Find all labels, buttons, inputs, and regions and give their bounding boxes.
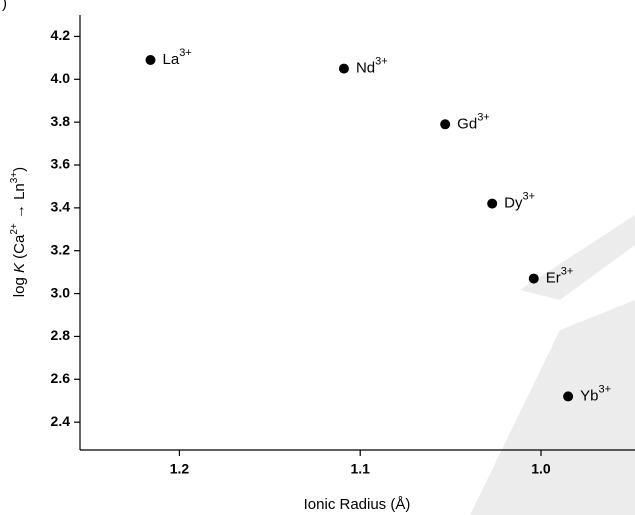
y-tick-label: 4.2 [51,27,71,43]
y-label-part: 3+ [9,172,20,184]
point-label: Gd3+ [457,111,490,132]
point-label: La3+ [163,47,192,68]
y-label-part: 2+ [9,223,20,235]
y-tick-label: 3.0 [51,284,71,300]
point-label-sup: 3+ [561,265,574,277]
point-label-text: Er [546,270,561,287]
y-label-part: ) [11,167,28,172]
y-tick-label: 4.0 [51,70,71,86]
point-label-sup: 3+ [477,111,490,123]
point-label-sup: 3+ [179,47,192,59]
y-tick-label: 2.8 [51,327,71,343]
point [487,198,498,209]
y-tick-label: 2.6 [51,370,71,386]
watermark-gap [560,245,635,300]
point-label-text: Nd [356,60,375,77]
y-label-part: (Ca [11,234,28,263]
point-label: Yb3+ [580,383,611,404]
y-tick-label: 3.2 [51,241,71,257]
y-tick-label: 3.4 [51,199,71,215]
point-label-sup: 3+ [375,55,388,67]
x-tick-label: 1.1 [350,461,370,477]
point-label-sup: 3+ [523,190,536,202]
x-axis-label: Ionic Radius (Å) [304,496,411,513]
point-label-text: Dy [504,195,523,212]
point-label: Nd3+ [356,55,388,76]
point [563,391,574,402]
point-label-text: La [163,51,180,68]
point [440,119,451,130]
x-tick-label: 1.0 [531,461,551,477]
point [528,273,539,284]
x-tick-label: 1.2 [170,461,190,477]
point-label-sup: 3+ [598,383,611,395]
y-tick-label: 3.6 [51,156,71,172]
y-label-part: K [11,262,28,273]
point-label: Er3+ [546,265,574,286]
point-label: Dy3+ [504,190,535,211]
point-label-text: Yb [580,387,598,404]
point [145,55,156,65]
y-label-part: log [11,273,28,297]
y-label-part: → Ln [11,183,28,223]
y-tick-label: 3.8 [51,113,71,129]
watermark [470,215,635,515]
y-tick-label: 2.4 [51,413,71,429]
point-label-text: Gd [457,115,477,132]
point [338,63,349,74]
panel-label: ) [2,0,7,12]
y-axis-label: log K (Ca2+ → Ln3+) [9,167,28,297]
